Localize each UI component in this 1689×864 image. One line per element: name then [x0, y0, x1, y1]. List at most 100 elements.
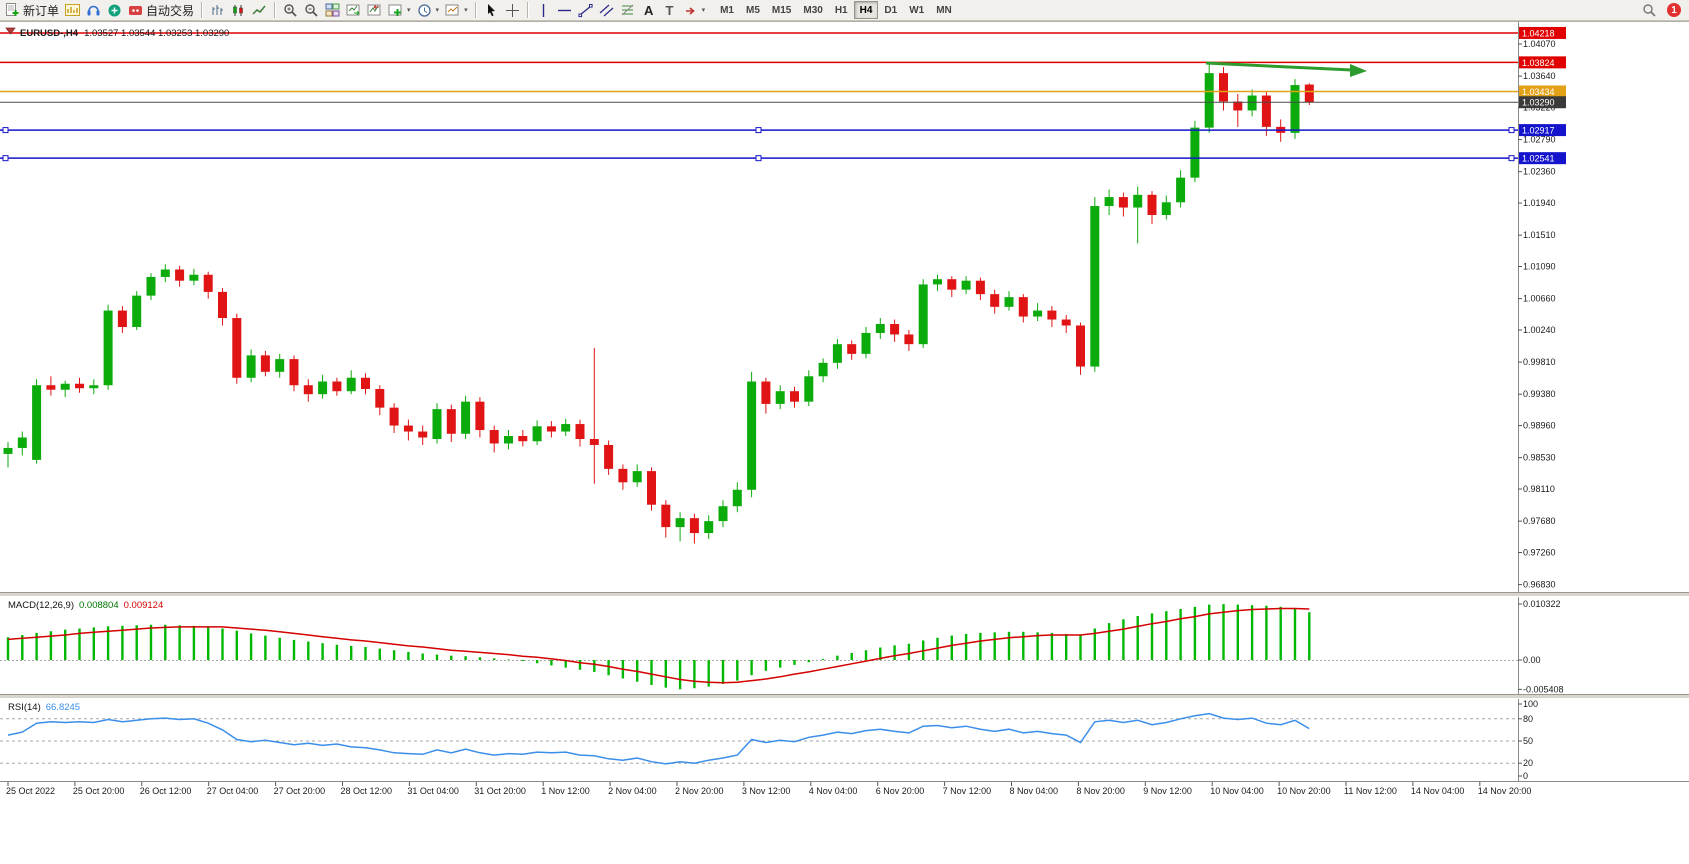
- candle-body: [1233, 101, 1243, 111]
- candle-body: [933, 279, 942, 285]
- candle-body: [990, 294, 1000, 307]
- notification-badge[interactable]: 1: [1667, 3, 1681, 17]
- candle-body: [975, 280, 985, 295]
- toolbar-separator: [474, 2, 477, 18]
- candle-body: [704, 521, 714, 534]
- autotrading-button[interactable]: 自动交易: [125, 1, 197, 20]
- search-button[interactable]: [1639, 1, 1660, 20]
- channel-button[interactable]: [596, 1, 617, 20]
- timeframe-button-m15[interactable]: M15: [766, 1, 797, 19]
- candle-body: [618, 468, 628, 483]
- periods-button[interactable]: [414, 1, 443, 20]
- price-badge: [1519, 56, 1566, 69]
- line-chart-icon: [252, 3, 267, 18]
- candle-body: [103, 310, 113, 386]
- zoom-in-icon: [283, 3, 298, 18]
- panel-separator[interactable]: [0, 694, 1689, 699]
- line-handle[interactable]: [755, 155, 762, 162]
- candle-body: [361, 377, 370, 389]
- chart-shift-button[interactable]: [364, 1, 385, 20]
- timeframe-button-h1[interactable]: H1: [829, 1, 854, 19]
- timeframe-button-h4[interactable]: H4: [853, 1, 879, 19]
- line-handle[interactable]: [2, 127, 9, 134]
- candle-body: [3, 447, 13, 454]
- sounds-button[interactable]: [83, 1, 104, 20]
- line-chart-button[interactable]: [249, 1, 270, 20]
- line-handle[interactable]: [755, 127, 762, 134]
- toolbar-separator: [201, 2, 204, 18]
- candle-body: [861, 332, 871, 354]
- text-label-button[interactable]: T: [659, 1, 680, 20]
- time-axis-label: 10 Nov 04:00: [1210, 786, 1264, 796]
- bar-chart-button[interactable]: [207, 1, 228, 20]
- svg-text:T: T: [665, 3, 673, 18]
- candle-body: [961, 280, 971, 290]
- timeframe-button-d1[interactable]: D1: [878, 1, 903, 19]
- candle-body: [1247, 95, 1257, 111]
- tile-windows-icon: [325, 3, 340, 18]
- macd-axis-label: 0.010322: [1523, 599, 1561, 609]
- templates-button[interactable]: [442, 1, 471, 20]
- price-badge-label: 1.03824: [1522, 58, 1555, 68]
- macd-signal-line: [7, 607, 1310, 684]
- timeframe-button-m30[interactable]: M30: [797, 1, 828, 19]
- time-axis-label: 2 Nov 04:00: [608, 786, 657, 796]
- line-handle[interactable]: [1508, 127, 1515, 134]
- auto-scroll-button[interactable]: [343, 1, 364, 20]
- vertical-line-button[interactable]: [533, 1, 554, 20]
- candle-body: [218, 291, 227, 319]
- timeframe-button-w1[interactable]: W1: [903, 1, 930, 19]
- line-handle[interactable]: [1508, 155, 1515, 162]
- candle-body: [75, 383, 84, 389]
- timeframe-button-m5[interactable]: M5: [740, 1, 766, 19]
- candle-body: [1219, 73, 1228, 102]
- time-axis-label: 31 Oct 04:00: [407, 786, 459, 796]
- trendline-button[interactable]: [575, 1, 596, 20]
- candle-body: [1061, 319, 1071, 326]
- text-button[interactable]: A: [638, 1, 659, 20]
- time-axis-label: 7 Nov 12:00: [943, 786, 992, 796]
- charts-button[interactable]: [62, 1, 83, 20]
- arrows-button[interactable]: [680, 1, 709, 20]
- candle-body: [775, 391, 785, 404]
- candle-body: [875, 324, 885, 333]
- time-axis-label: 31 Oct 20:00: [474, 786, 526, 796]
- candle-body: [732, 489, 742, 507]
- timeframe-button-m1[interactable]: M1: [714, 1, 740, 19]
- one-click-trading-toggle[interactable]: [5, 27, 16, 35]
- candle-body: [1190, 127, 1200, 178]
- horizontal-line-button[interactable]: [554, 1, 575, 20]
- candle-body: [1047, 310, 1057, 320]
- zoom-in-button[interactable]: [280, 1, 301, 20]
- price-badge: [1519, 124, 1566, 137]
- rsi-axis-label: 80: [1523, 714, 1533, 724]
- tile-windows-button[interactable]: [322, 1, 343, 20]
- time-axis-label: 1 Nov 12:00: [541, 786, 590, 796]
- candlestick-chart-icon: [231, 3, 246, 18]
- crosshair-button[interactable]: [502, 1, 523, 20]
- autotrading-label: 自动交易: [146, 3, 195, 18]
- community-button[interactable]: [104, 1, 125, 20]
- candlestick-chart-button[interactable]: [228, 1, 249, 20]
- panel-separator[interactable]: [0, 592, 1689, 597]
- zoom-out-button[interactable]: [301, 1, 322, 20]
- price-axis-label: 0.99810: [1523, 357, 1556, 367]
- trend-arrow-head[interactable]: [1350, 64, 1367, 77]
- new-order-button[interactable]: 新订单: [2, 1, 62, 20]
- candle-body: [604, 444, 614, 469]
- fibonacci-button[interactable]: [617, 1, 638, 20]
- candle-body: [689, 518, 699, 534]
- candle-body: [1304, 84, 1314, 103]
- candle-body: [89, 385, 99, 389]
- timeframe-button-mn[interactable]: MN: [930, 1, 958, 19]
- line-handle[interactable]: [2, 155, 9, 162]
- candle-body: [461, 401, 471, 434]
- trend-arrow-object[interactable]: [1205, 61, 1353, 72]
- candle-body: [947, 279, 957, 290]
- indicators-button[interactable]: [385, 1, 414, 20]
- cursor-button[interactable]: [481, 1, 502, 20]
- time-axis-label: 4 Nov 04:00: [809, 786, 858, 796]
